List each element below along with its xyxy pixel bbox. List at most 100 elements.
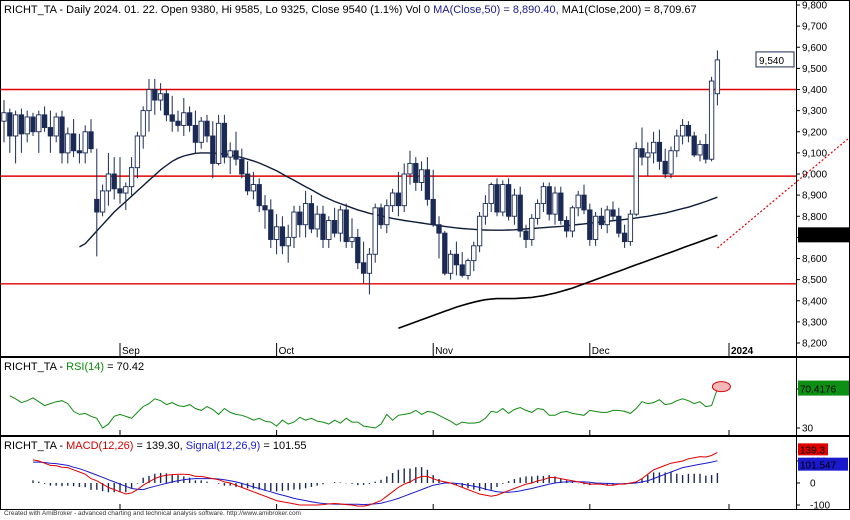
candle-body [337, 209, 344, 234]
candle-body [714, 59, 721, 95]
candle-body [418, 169, 425, 183]
candle-body [621, 232, 628, 243]
candle-body [53, 116, 59, 137]
candle-body [558, 192, 564, 221]
candle-body [314, 213, 320, 230]
rsi-line [9, 388, 718, 429]
macd-line [32, 451, 718, 507]
y-tick-label: 9,300 [802, 106, 827, 117]
footer-credit: Created with AmiBroker - advanced charti… [4, 510, 301, 517]
candle-body [308, 203, 315, 230]
candle-body [465, 260, 471, 276]
candle-body [627, 213, 634, 243]
candle-body [668, 150, 674, 175]
candle-body [517, 194, 523, 232]
candle-body [215, 122, 222, 164]
last-price-box [755, 51, 795, 68]
candle-body [239, 158, 245, 175]
candle-body [117, 188, 123, 194]
candle-body [552, 192, 558, 215]
candle-body [389, 192, 396, 207]
candle-body [18, 114, 25, 135]
candle-body [703, 143, 709, 160]
y-tick-label: 9,700 [802, 22, 827, 33]
candle-body [198, 120, 204, 143]
rsi-value-box [798, 380, 850, 396]
candle-body [181, 112, 187, 126]
candle-body [192, 124, 199, 143]
candle-body [227, 150, 233, 158]
candle-body [697, 143, 703, 156]
candle-body [140, 110, 146, 137]
x-tick-label: Dec [592, 346, 610, 357]
candle-body [291, 211, 297, 238]
candle-body [123, 186, 129, 194]
candle-body [285, 236, 291, 247]
candle-body [523, 230, 529, 240]
y-tick-label: 8,200 [802, 339, 827, 350]
candle-body [575, 194, 581, 209]
price-pane: 9,800 9,700 9,600 9,500 9,400 9,300 9,200 9,100… [0, 1, 850, 357]
candle-body [529, 217, 535, 240]
candle-body [146, 89, 152, 112]
candle-body [204, 120, 210, 137]
candle-body [430, 198, 436, 226]
candle-body [279, 226, 286, 247]
candle-body [88, 131, 94, 150]
signal-line [33, 460, 718, 506]
candle-body [210, 135, 216, 164]
candle-body [1, 112, 7, 122]
candle-body [453, 253, 460, 266]
candle-body [175, 120, 181, 126]
candle-body [436, 224, 442, 234]
signal-value-label: 101.547 [800, 461, 837, 472]
y-tick-label: 8,400 [802, 296, 827, 307]
candle-body [273, 226, 280, 240]
candle-body [326, 220, 332, 240]
candle-body [99, 190, 106, 213]
y-tick-label: 9,100 [802, 148, 827, 159]
candle-body [500, 184, 506, 213]
macd-y-tick-label: 0 [810, 479, 816, 490]
candle-body [447, 253, 454, 274]
y-tick-label: 8,500 [802, 275, 827, 286]
candle-body [662, 160, 668, 175]
candle-body [244, 173, 251, 192]
y-tick-label: 9,400 [802, 85, 827, 96]
candle-body [482, 203, 489, 217]
y-tick-label: 9,000 [802, 170, 827, 181]
candle-body [297, 211, 303, 226]
rsi-highlight-ellipse [711, 381, 731, 393]
x-tick-label: Sep [122, 346, 140, 357]
candle-body [331, 220, 338, 234]
candle-body [691, 135, 697, 156]
candle-body [442, 232, 448, 274]
candle-body [360, 262, 367, 274]
candle-body [343, 209, 349, 243]
macd-value-label: 139.3 [800, 445, 825, 456]
candle-body [488, 184, 494, 205]
candle-body [494, 184, 500, 213]
candle-body [395, 192, 402, 207]
candle-body [152, 89, 158, 101]
ma200-value-label: 8,709.67 [800, 231, 839, 242]
candle-body [268, 209, 274, 240]
candle-body [105, 173, 112, 192]
candle-body [674, 135, 680, 152]
y-tick-label: 9,200 [802, 127, 827, 138]
candle-body [372, 207, 378, 255]
signal-value-box [798, 457, 848, 471]
y-tick-label: 9,600 [802, 43, 827, 54]
candle-body [604, 209, 610, 226]
y-tick-label: 8,600 [802, 254, 827, 265]
candle-body [233, 150, 239, 160]
candle-body [459, 264, 465, 276]
price-pane-title: RICHT_TA - Daily 2024. 01. 22. Open 9380… [4, 4, 697, 16]
candle-body [639, 148, 645, 158]
candle-body [65, 133, 71, 154]
candle-body [320, 213, 326, 240]
candle-body [24, 116, 30, 135]
y-tick-label: 8,800 [802, 212, 827, 223]
candle-body [76, 150, 83, 154]
